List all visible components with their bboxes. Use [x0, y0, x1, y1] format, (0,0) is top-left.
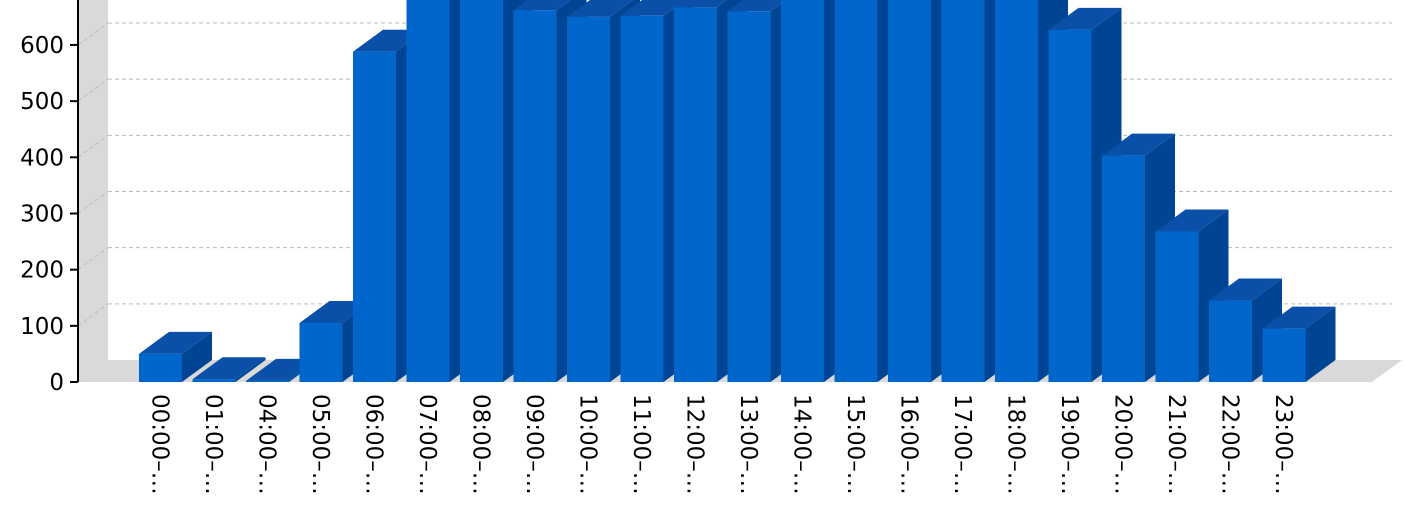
left-wall — [78, 0, 108, 382]
bar — [299, 323, 343, 382]
x-tick-label: 04:00–… — [254, 394, 280, 495]
bar-top — [1048, 7, 1122, 30]
bar-top — [1209, 278, 1282, 301]
bar — [460, 0, 503, 382]
bar-top — [727, 0, 786, 12]
y-tick-label: 200 — [20, 258, 64, 284]
x-tick-label: 10:00–… — [575, 394, 601, 495]
bar-top — [192, 357, 266, 380]
x-tick-label: 07:00–… — [414, 394, 440, 495]
bar — [1102, 155, 1145, 382]
bar-side — [1305, 306, 1336, 382]
gridline-side — [77, 303, 109, 327]
gridline-side — [77, 247, 109, 271]
x-tick-label: 23:00–… — [1270, 394, 1296, 495]
bar-side — [182, 331, 212, 382]
x-tick-label: 22:00–… — [1217, 394, 1243, 495]
bar — [941, 0, 985, 382]
y-tick-label: 400 — [20, 145, 64, 171]
bar — [834, 0, 878, 382]
bar — [567, 16, 610, 383]
gridline-side — [77, 191, 109, 214]
bar — [1155, 231, 1199, 382]
x-tick-label: 13:00–… — [735, 394, 761, 495]
y-tick-label: 700 — [20, 0, 64, 3]
bar-top — [620, 0, 686, 16]
y-tick-label: 600 — [20, 33, 64, 59]
bar — [513, 10, 557, 382]
bar — [1262, 328, 1306, 382]
x-tick-label: 14:00–… — [789, 394, 815, 495]
bar-top — [513, 0, 571, 11]
y-tick-label: 100 — [20, 314, 64, 340]
bar — [888, 0, 931, 383]
bar-top — [1262, 306, 1336, 329]
x-tick-label: 20:00–… — [1110, 394, 1136, 495]
x-tick-label: 12:00–… — [682, 394, 708, 495]
bar-side — [235, 357, 266, 382]
bar-top — [1102, 133, 1175, 156]
bar-top — [139, 331, 212, 354]
x-tick-label: 01:00–… — [200, 394, 226, 495]
y-tick-label: 300 — [20, 201, 64, 227]
bar — [620, 15, 664, 382]
bar — [192, 379, 236, 382]
bar — [353, 51, 396, 383]
bar — [1209, 300, 1252, 382]
bar-top — [567, 0, 634, 17]
x-tick-label: 05:00–… — [307, 394, 333, 495]
y-tick-label: 500 — [20, 89, 64, 115]
x-tick-label: 18:00–… — [1003, 394, 1029, 495]
bar — [1048, 29, 1092, 383]
x-tick-label: 09:00–… — [521, 394, 547, 495]
gridline-side — [77, 78, 109, 102]
bar — [406, 0, 450, 382]
bar — [674, 7, 717, 382]
gridline-side — [77, 134, 109, 158]
y-tick-label: 0 — [49, 370, 64, 396]
bar — [246, 380, 289, 382]
bar — [781, 0, 824, 382]
x-tick-label: 16:00–… — [896, 394, 922, 495]
x-tick-label: 08:00–… — [468, 394, 494, 495]
x-tick-label: 15:00–… — [842, 394, 868, 495]
x-tick-label: 21:00–… — [1163, 394, 1189, 495]
bar — [995, 0, 1038, 383]
bar-top — [674, 0, 728, 8]
x-tick-label: 11:00–… — [628, 394, 654, 495]
bar — [139, 353, 182, 382]
x-tick-label: 19:00–… — [1056, 394, 1082, 495]
gridline-side — [77, 22, 109, 46]
x-tick-label: 17:00–… — [949, 394, 975, 495]
x-tick-label: 06:00–… — [361, 394, 387, 495]
bar — [727, 11, 771, 382]
bar-top — [1155, 209, 1229, 232]
x-tick-label: 00:00–… — [147, 394, 173, 495]
